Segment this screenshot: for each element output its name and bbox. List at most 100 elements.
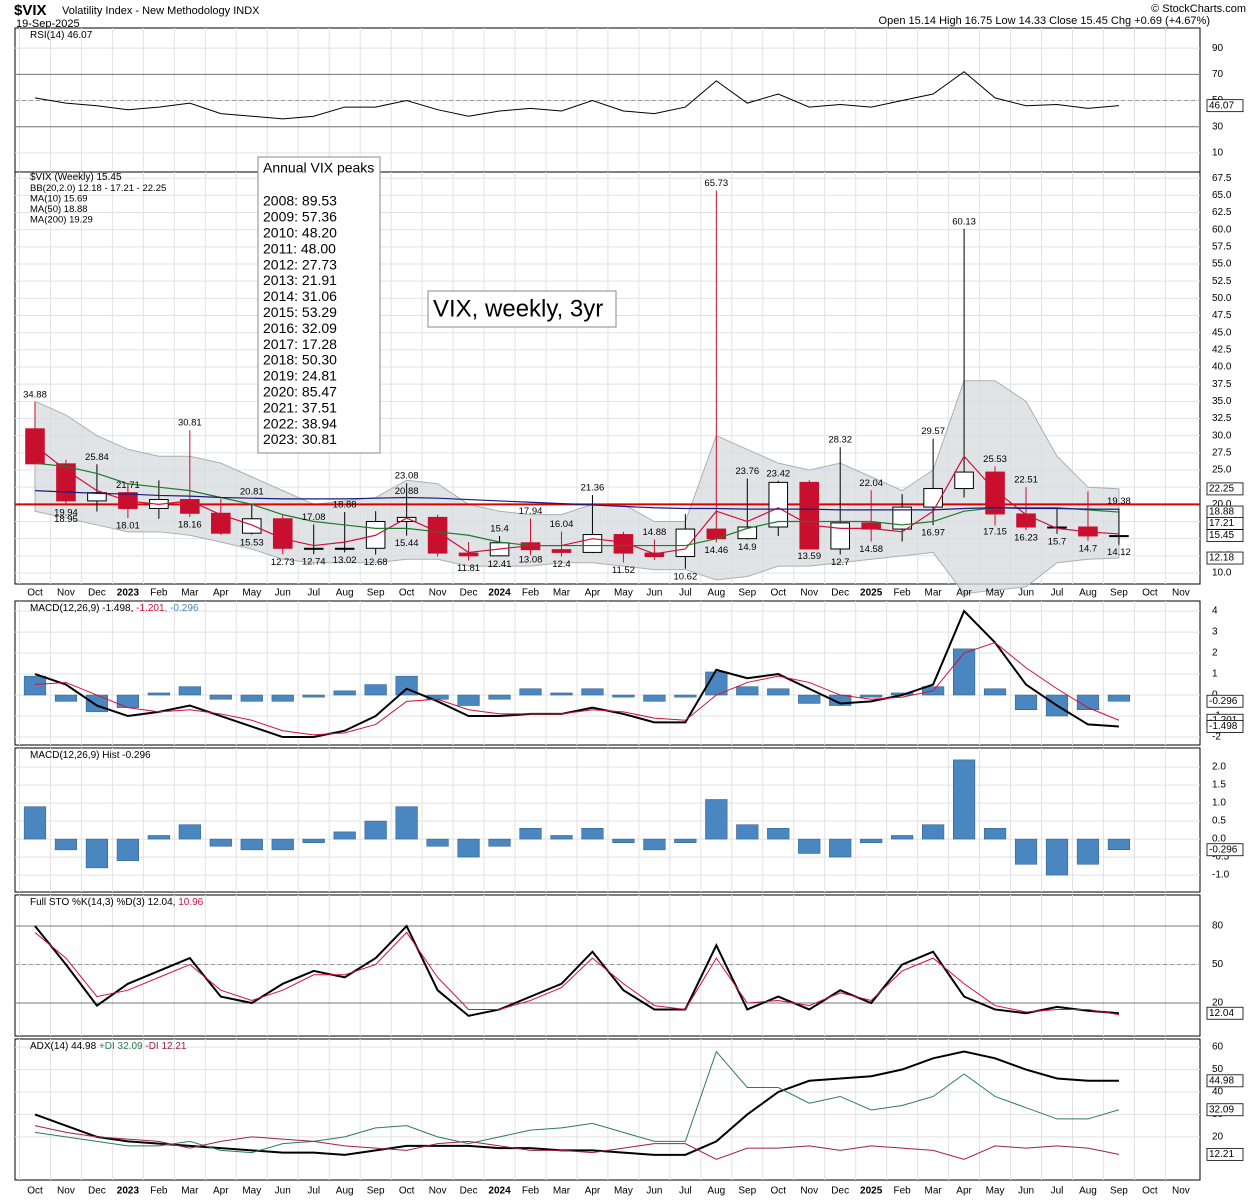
x-tick-label: Nov — [800, 588, 818, 599]
histogram-bar — [829, 838, 852, 858]
candle-body — [768, 481, 789, 528]
y-tick-label: 2 — [1212, 648, 1218, 659]
series-line — [34, 462, 1119, 547]
x-tick-label: May — [986, 588, 1005, 599]
y-tick-label: 67.5 — [1212, 173, 1232, 184]
point-label: 20.88 — [395, 486, 419, 497]
histogram-bar — [488, 838, 511, 847]
value-tag-label: -1.498 — [1209, 721, 1238, 732]
value-tag-label: -0.296 — [1209, 696, 1238, 707]
panel-title: $VIX (Weekly) 15.45 — [30, 172, 122, 183]
y-tick-label: 0.5 — [1212, 816, 1226, 827]
candle-body — [396, 516, 417, 523]
legend-entry: MA(200) 19.29 — [30, 215, 93, 226]
candle-body — [427, 516, 448, 554]
x-tick-label: Apr — [585, 1186, 601, 1197]
histogram-bar — [952, 759, 976, 840]
peaks-line: 2015: 53.29 — [263, 304, 337, 320]
point-label: 21.36 — [581, 483, 605, 494]
x-tick-label: Dec — [831, 1186, 849, 1197]
y-tick-label: 10 — [1212, 148, 1224, 159]
y-tick-label: 50 — [1212, 959, 1224, 970]
series-line — [34, 1050, 1120, 1154]
point-label: 16.97 — [921, 528, 945, 539]
histogram-bar — [364, 820, 387, 840]
x-tick-label: Aug — [707, 1186, 725, 1197]
x-tick-label: Feb — [150, 1186, 168, 1197]
x-tick-label: Nov — [57, 588, 75, 599]
histogram-bar — [550, 692, 573, 696]
y-tick-label: 55.0 — [1212, 259, 1232, 270]
x-tick-label: Aug — [707, 588, 725, 599]
title-part: MACD(12,26,9) Hist -0.296 — [30, 750, 151, 761]
value-tag-label: 46.07 — [1209, 100, 1234, 111]
y-tick-label: 50.0 — [1212, 293, 1232, 304]
peaks-line: 2021: 37.51 — [263, 399, 337, 415]
candle-body — [954, 471, 974, 490]
y-tick-label: 1 — [1212, 669, 1218, 680]
title-part: ADX(14) 44.98 — [30, 1041, 99, 1052]
x-tick-label: Nov — [1172, 588, 1190, 599]
x-tick-label: Aug — [336, 1186, 354, 1197]
y-tick-label: 80 — [1212, 921, 1224, 932]
histogram-bar — [1076, 694, 1100, 710]
y-tick-label: 35.0 — [1212, 396, 1232, 407]
series-line — [34, 924, 1120, 1017]
histogram-bar — [488, 694, 511, 700]
histogram-bar — [1045, 838, 1069, 876]
peaks-line: 2023: 30.81 — [263, 431, 337, 447]
point-label: 14.88 — [642, 527, 666, 538]
value-tag-label: 17.21 — [1209, 518, 1234, 529]
x-tick-label: Oct — [770, 1186, 786, 1197]
y-tick-label: 50 — [1212, 1064, 1224, 1075]
title-part: , -0.296 — [165, 603, 199, 614]
annotation: VIX, weekly, 3yr — [433, 295, 603, 322]
histogram-bar — [23, 806, 47, 840]
histogram-bar — [302, 694, 325, 698]
candle-body — [923, 488, 943, 508]
x-tick-label: Jun — [646, 588, 662, 599]
point-label: 25.84 — [85, 452, 109, 463]
y-tick-label: 27.5 — [1212, 447, 1232, 458]
x-tick-label: Jun — [1018, 1186, 1034, 1197]
point-label: 12.74 — [302, 557, 326, 568]
histogram-bar — [581, 688, 604, 696]
histogram-bar — [271, 838, 294, 851]
histogram-bar — [116, 694, 139, 708]
title-part: $VIX (Weekly) 15.45 — [30, 172, 122, 183]
point-label: 17.94 — [519, 506, 543, 517]
y-tick-label: 90 — [1212, 43, 1224, 54]
x-tick-label: Apr — [585, 588, 601, 599]
value-tag-label: -0.296 — [1209, 844, 1238, 855]
peaks-line: 2010: 48.20 — [263, 225, 337, 241]
x-tick-label: 2024 — [488, 1186, 511, 1197]
histogram-bar — [581, 828, 604, 840]
point-label: 23.08 — [395, 471, 419, 482]
histogram-bar — [612, 694, 635, 698]
histogram-bar — [983, 688, 1007, 696]
y-tick-label: 20 — [1212, 1132, 1224, 1143]
quote: Open 15.14 High 16.75 Low 14.33 Close 15… — [879, 15, 1210, 27]
y-tick-label: 65.0 — [1212, 190, 1232, 201]
y-tick-label: 37.5 — [1212, 379, 1232, 390]
point-label: 22.04 — [859, 478, 883, 489]
value-tag-label: 15.45 — [1209, 530, 1234, 541]
x-tick-label: Feb — [522, 588, 540, 599]
histogram-bar — [767, 688, 790, 696]
x-tick-label: Aug — [1079, 1186, 1097, 1197]
point-label: 14.7 — [1079, 543, 1098, 554]
histogram-bar — [891, 835, 914, 840]
title-part: MACD(12,26,9) -1.498, — [30, 603, 136, 614]
histogram-bar — [85, 694, 109, 713]
x-tick-label: Aug — [336, 588, 354, 599]
panel-title: RSI(14) 46.07 — [30, 30, 93, 41]
y-tick-label: 70 — [1212, 69, 1224, 80]
candle-body — [303, 547, 324, 550]
histogram-bar — [178, 686, 201, 696]
value-tag — [1206, 1074, 1244, 1088]
x-tick-label: Jun — [1018, 588, 1034, 599]
point-label: 25.53 — [983, 454, 1007, 465]
x-tick-label: Jun — [275, 1186, 291, 1197]
